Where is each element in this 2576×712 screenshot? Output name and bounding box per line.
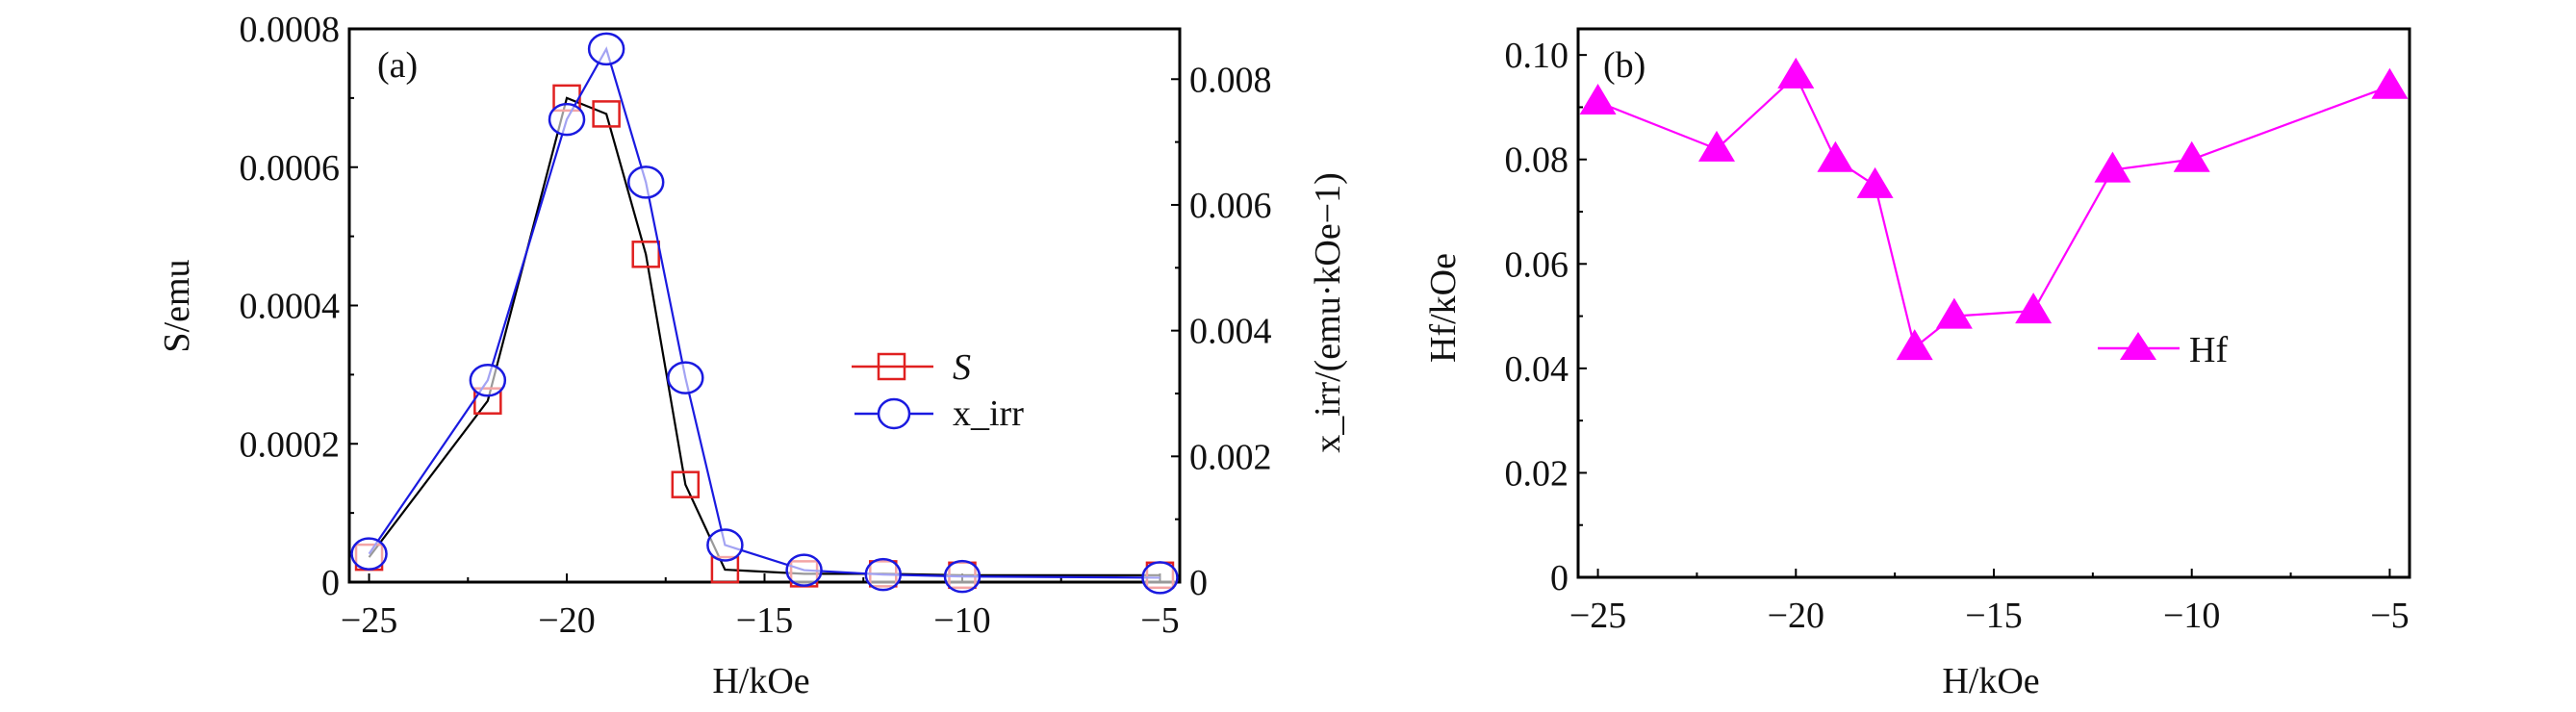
panel-a-y-axis-label: S/emu xyxy=(157,259,197,352)
legend-hf-label: Hf xyxy=(2189,330,2228,370)
legend-s-square-marker xyxy=(877,352,906,381)
panel-a-plot-frame xyxy=(347,27,1182,584)
panel-a-series-x-irr-point xyxy=(1141,561,1179,595)
legend-xirr-circle-marker xyxy=(877,397,911,430)
panel-b-legend: Hf xyxy=(2098,330,2228,370)
panel-a-series-s-point xyxy=(671,470,701,498)
panel-b-x-tick-label: −20 xyxy=(1768,596,1824,636)
panel-a-y2-axis-label: x_irr/(emu·kOe−1) xyxy=(1308,172,1348,453)
panel-b-series-hf-point xyxy=(1856,166,1894,198)
panel-b-y-tick-label: 0.08 xyxy=(1505,140,1569,181)
panel-b-series-hf-point xyxy=(2094,151,2131,183)
panel-b-x-tick-label: −10 xyxy=(2163,596,2220,636)
panel-a-x-axis-label: H/kOe xyxy=(712,661,809,701)
panel-a-series-x-irr-point xyxy=(548,102,586,137)
panel-a-legend: S x_irr xyxy=(852,347,1024,434)
panel-a-y2-tick-label: 0 xyxy=(1189,563,1208,603)
panel-b-series-hf-point xyxy=(2015,292,2053,324)
panel-a-series-s-line xyxy=(368,96,1160,576)
panel-b-label: (b) xyxy=(1603,45,1645,86)
panel-b-x-tick-label: −25 xyxy=(1569,596,1626,636)
panel-b-y-tick-label: 0.04 xyxy=(1505,349,1569,390)
legend-s-label: S xyxy=(953,347,971,388)
legend-hf-triangle-marker xyxy=(2120,332,2156,360)
panel-a-y2-tick-label: 0.002 xyxy=(1189,437,1272,477)
panel-a-y-tick-label: 0.0004 xyxy=(240,287,341,327)
panel-a-series-x-irr-point xyxy=(667,361,704,394)
panel-b-series-hf-point xyxy=(1817,140,1854,172)
panel-b: (b) H/kOe Hf/kOe −25 −20 −15 −10 −5 0 0.02 0.04… xyxy=(1423,27,2411,701)
panel-a: (a) H/kOe S/emu x_irr/(emu·kOe−1) −25 −20… xyxy=(157,10,1348,701)
panel-a-series-s-point xyxy=(592,100,621,128)
panel-b-x-tick-label: −5 xyxy=(2370,596,2409,636)
panel-a-y-tick-label: 0 xyxy=(321,563,340,603)
panel-a-x-tick-label: −15 xyxy=(736,600,793,641)
panel-a-series-x-irr-point xyxy=(864,557,903,592)
panel-a-series-x-irr-point xyxy=(943,559,982,594)
panel-a-x-tick-label: −20 xyxy=(538,600,595,641)
panel-b-series-hf-point xyxy=(1777,57,1815,89)
panel-a-series-x-irr-point xyxy=(587,32,625,66)
panel-b-series-hf-point xyxy=(1896,329,1933,361)
panel-a-x-tick-label: −5 xyxy=(1140,600,1179,641)
panel-b-y-tick-label: 0.06 xyxy=(1505,244,1569,285)
panel-b-series-hf-point xyxy=(1579,84,1617,114)
panel-a-series-s-point xyxy=(631,241,660,268)
panel-a-series-x-irr-line xyxy=(368,46,1160,579)
panel-a-series-x-irr-point xyxy=(785,553,823,587)
panel-b-series-hf-line xyxy=(1597,74,2390,350)
panel-a-y2-tick-label: 0.006 xyxy=(1189,186,1272,226)
panel-a-label: (a) xyxy=(377,45,418,86)
panel-b-y-tick-label: 0 xyxy=(1550,558,1569,598)
panel-b-y-tick-label: 0.10 xyxy=(1505,36,1569,76)
panel-a-series-x-irr-point xyxy=(706,528,744,562)
panel-a-x-tick-label: −25 xyxy=(341,600,397,641)
panel-b-series-hf-point xyxy=(2173,140,2210,172)
panel-b-x-axis-label: H/kOe xyxy=(1942,661,2039,701)
panel-a-series-x-irr-point xyxy=(350,537,388,571)
panel-b-plot-frame xyxy=(1576,27,2411,579)
panel-a-y-tick-label: 0.0008 xyxy=(240,10,341,50)
panel-a-y-tick-label: 0.0002 xyxy=(240,424,341,465)
panel-a-y2-tick-label: 0.008 xyxy=(1189,60,1272,100)
panel-b-series-hf-point xyxy=(2371,67,2409,99)
panel-a-x-tick-label: −10 xyxy=(933,600,990,641)
panel-b-x-tick-label: −15 xyxy=(1965,596,2022,636)
panel-b-y-axis-label: Hf/kOe xyxy=(1423,253,1464,363)
legend-xirr-label: x_irr xyxy=(953,394,1024,434)
panel-a-y2-tick-label: 0.004 xyxy=(1189,312,1272,352)
panel-b-y-tick-label: 0.02 xyxy=(1505,453,1569,494)
panel-a-y-tick-label: 0.0006 xyxy=(240,148,341,189)
panel-a-series-x-irr-point xyxy=(469,364,507,397)
panel-b-series-hf-point xyxy=(1935,297,1973,329)
panel-a-series-x-irr-point xyxy=(626,165,665,199)
panel-b-series-hf-point xyxy=(1698,130,1735,162)
